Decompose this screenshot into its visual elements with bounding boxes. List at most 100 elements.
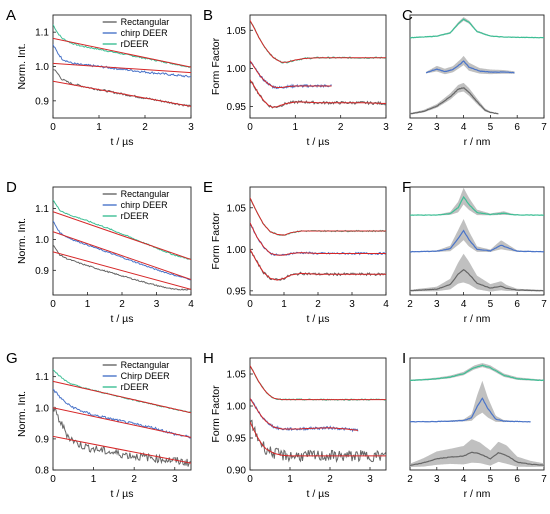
x-tick-label: 0 <box>50 122 56 133</box>
x-tick-label: 6 <box>514 299 520 310</box>
x-axis-title: r / nm <box>464 313 491 325</box>
panel-letter: F <box>402 179 411 196</box>
x-tick-label: 5 <box>488 474 494 485</box>
y-axis-title: Norm. Int. <box>16 391 28 437</box>
y-tick-label: 0.95 <box>227 434 247 445</box>
panel-a: A 0 1 2 3 t / µs 0.9 1.0 1.1 Norm. Int. Rectangula… <box>6 7 194 148</box>
panel-letter: E <box>203 179 213 196</box>
y-tick-label: 0.90 <box>227 466 247 477</box>
x-tick-label: 1 <box>91 474 97 485</box>
x-tick-label: 6 <box>514 122 520 133</box>
fit-line <box>250 20 386 64</box>
legend-label: rDEER <box>121 39 150 49</box>
panel-letter: C <box>402 7 413 24</box>
plot-frame <box>409 14 545 119</box>
x-axis-title: t / µs <box>307 488 330 500</box>
fit-line <box>250 398 359 431</box>
x-tick-label: 2 <box>131 474 137 485</box>
uncertainty-band <box>410 187 544 216</box>
plot-frame <box>409 186 545 296</box>
x-tick-label: 2 <box>407 299 413 310</box>
fit-line <box>250 78 386 109</box>
fit-line <box>250 419 386 463</box>
y-tick-label: 1.1 <box>35 372 49 383</box>
panel-letter: D <box>6 179 17 196</box>
fit-line <box>53 407 191 438</box>
x-tick-label: 7 <box>541 299 547 310</box>
uncertainty-band <box>410 83 499 115</box>
y-tick-label: 1.05 <box>227 203 247 214</box>
uncertainty-band <box>410 253 544 292</box>
fit-line <box>250 421 386 457</box>
panel-g: G 0 1 2 3 t / µs 0.8 0.9 1.0 1.1 Norm. Int. Rectang… <box>6 350 192 500</box>
legend-label: chirp DEER <box>121 200 169 210</box>
y-axis-title: Form Factor <box>210 385 222 443</box>
x-tick-label: 3 <box>172 474 178 485</box>
distance-distribution <box>409 195 545 216</box>
y-tick-label: 0.95 <box>227 102 247 113</box>
distance-distribution <box>409 229 545 253</box>
x-tick-label: 2 <box>338 122 344 133</box>
series-rectangular <box>53 244 191 291</box>
y-tick-label: 1.0 <box>35 62 49 73</box>
plot-frame <box>409 357 545 471</box>
panel-c: C 2 3 4 5 6 7 r / nm <box>402 7 547 148</box>
series-rdeer <box>53 199 191 260</box>
fit-line <box>250 197 386 236</box>
distance-distribution <box>425 60 515 74</box>
uncertainty-band <box>410 17 544 39</box>
x-axis-title: t / µs <box>307 136 330 148</box>
x-tick-label: 0 <box>247 122 253 133</box>
x-tick-label: 2 <box>142 122 148 133</box>
y-tick-label: 0.8 <box>35 466 49 477</box>
distance-distribution <box>409 18 545 39</box>
distance-distribution <box>409 87 499 115</box>
panel-letter: B <box>203 7 213 24</box>
fit-line <box>250 60 332 88</box>
y-tick-label: 1.00 <box>227 402 247 413</box>
panel-b: B 0 1 2 3 t / µs 0.95 1.00 1.05 Form Factor <box>203 7 389 148</box>
x-tick-label: 3 <box>154 299 160 310</box>
fit-line <box>53 37 191 68</box>
panel-letter: A <box>6 7 16 24</box>
x-tick-label: 1 <box>281 299 287 310</box>
y-tick-label: 0.9 <box>35 434 49 445</box>
panel-letter: H <box>203 350 214 367</box>
y-tick-label: 1.0 <box>35 235 49 246</box>
series-chirp-deer <box>53 44 191 78</box>
x-axis-title: t / µs <box>111 136 134 148</box>
fit-line <box>53 251 191 290</box>
series-rectangular <box>53 405 191 467</box>
x-tick-label: 4 <box>188 299 194 310</box>
x-axis-title: t / µs <box>307 313 330 325</box>
x-tick-label: 2 <box>407 474 413 485</box>
x-tick-label: 5 <box>488 122 494 133</box>
panel-e: E 0 1 2 3 4 t / µs 0.95 1.00 1.05 Form Factor <box>203 179 389 325</box>
y-axis-title: Norm. Int. <box>16 218 28 264</box>
x-tick-label: 1 <box>287 474 293 485</box>
x-tick-label: 2 <box>315 299 321 310</box>
x-tick-label: 3 <box>434 122 440 133</box>
x-tick-label: 4 <box>461 122 467 133</box>
x-tick-label: 2 <box>407 122 413 133</box>
x-tick-label: 3 <box>188 122 194 133</box>
y-tick-label: 1.00 <box>227 245 247 256</box>
x-tick-label: 5 <box>488 299 494 310</box>
y-tick-label: 1.0 <box>35 403 49 414</box>
x-tick-label: 3 <box>383 122 389 133</box>
fit-line <box>250 398 359 433</box>
distance-distribution <box>409 269 545 292</box>
fit-line <box>53 62 191 74</box>
legend-label: Chirp DEER <box>121 371 171 381</box>
fit-line <box>53 435 191 464</box>
series-chirp-deer <box>53 220 191 281</box>
x-tick-label: 1 <box>85 299 91 310</box>
x-tick-label: 7 <box>541 474 547 485</box>
x-tick-label: 7 <box>541 122 547 133</box>
legend-label: rDEER <box>121 211 150 221</box>
uncertainty-band <box>410 380 531 423</box>
x-axis-title: t / µs <box>111 313 134 325</box>
legend-label: Rectangular <box>121 17 170 27</box>
distance-distribution <box>409 364 545 382</box>
